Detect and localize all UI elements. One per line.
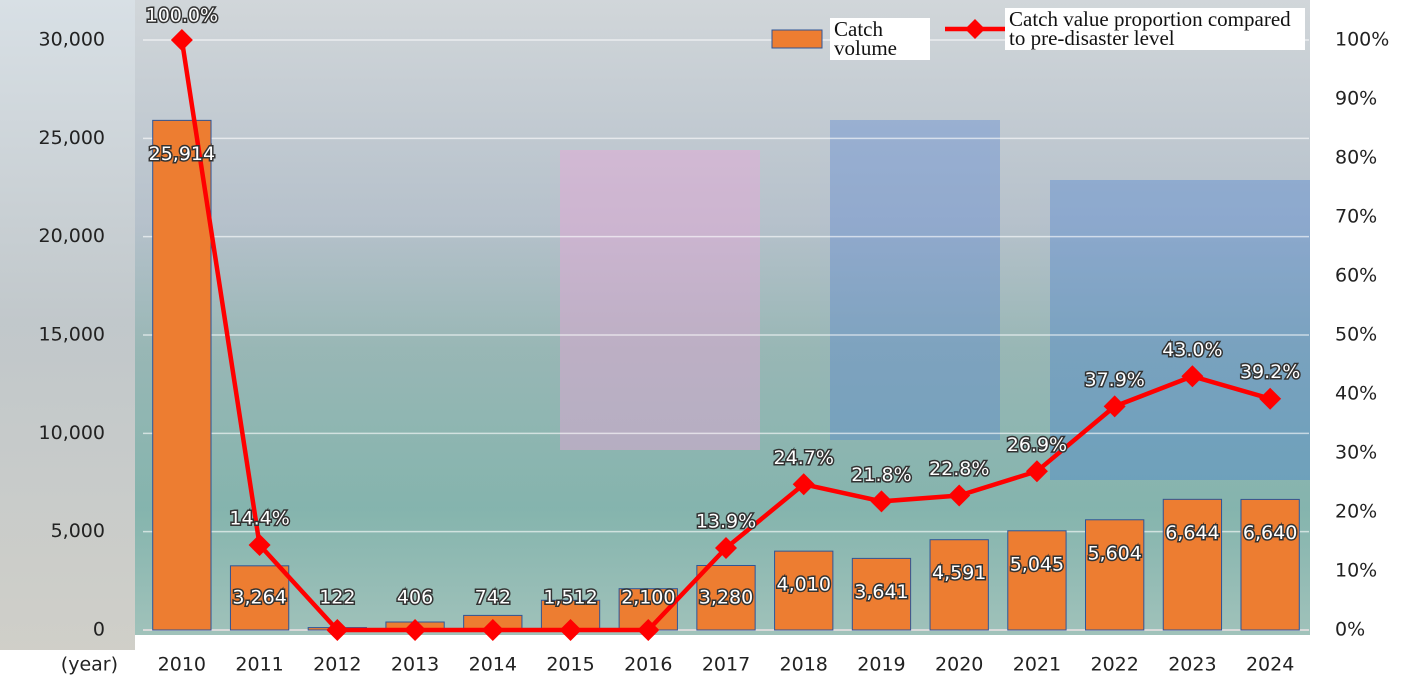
bar: [1085, 519, 1145, 631]
x-tick-label: 2023: [1168, 654, 1216, 676]
background-figure: [1050, 180, 1310, 480]
background-photo: [0, 0, 135, 650]
y2-tick-label: 30%: [1335, 442, 1377, 464]
marker: [870, 490, 893, 513]
bar: [229, 565, 290, 631]
background-figure: [560, 150, 760, 450]
legend-label: Catch value proportion compared to pre-d…: [1005, 8, 1305, 50]
data-label: 3,264: [232, 587, 286, 609]
y2-tick-label: 40%: [1335, 383, 1377, 405]
marker: [326, 619, 349, 641]
marker: [1181, 365, 1204, 388]
x-tick-label: 2020: [935, 654, 983, 676]
x-axis-label: (year): [61, 654, 118, 676]
bar: [851, 557, 912, 631]
x-tick-label: 2019: [857, 654, 905, 676]
marker: [637, 619, 660, 641]
x-tick-label: 2024: [1246, 654, 1294, 676]
data-label: 100.0%: [146, 5, 218, 27]
x-tick-label: 2013: [391, 654, 439, 676]
data-label: 21.8%: [851, 464, 911, 486]
y-tick-label: 30,000: [39, 29, 105, 51]
x-tick-label: 2014: [469, 654, 517, 676]
x-tick-label: 2012: [313, 654, 361, 676]
x-tick-label: 2016: [624, 654, 672, 676]
data-label: 26.9%: [1007, 434, 1067, 456]
y-tick-label: 5,000: [51, 520, 105, 542]
marker: [1259, 387, 1282, 410]
x-tick-label: 2015: [546, 654, 594, 676]
data-label: 2,100: [621, 587, 675, 609]
marker: [481, 619, 504, 641]
data-label: 43.0%: [1162, 339, 1222, 361]
bar: [1240, 498, 1300, 631]
bar: [152, 119, 212, 631]
data-label: 1,512: [543, 587, 597, 609]
data-label: 22.8%: [929, 458, 989, 480]
data-label: 14.4%: [229, 508, 289, 530]
marker: [404, 619, 427, 641]
legend-swatch: [965, 19, 985, 39]
y2-tick-label: 80%: [1335, 147, 1377, 169]
data-label: 3,641: [854, 581, 908, 603]
marker: [715, 536, 737, 559]
data-label: 5,604: [1087, 542, 1141, 564]
bar: [696, 564, 756, 631]
marker: [792, 473, 815, 496]
data-label: 6,644: [1165, 522, 1219, 544]
legend-swatch: [771, 29, 823, 49]
marker: [948, 484, 971, 507]
marker: [248, 534, 271, 557]
y2-tick-label: 10%: [1335, 560, 1377, 582]
bar: [1162, 498, 1223, 631]
y2-tick-label: 0%: [1335, 619, 1365, 641]
y-tick-label: 25,000: [39, 127, 105, 149]
marker: [559, 619, 582, 641]
marker: [1103, 395, 1126, 418]
y-tick-label: 15,000: [39, 324, 105, 346]
data-label: 13.9%: [696, 510, 756, 532]
data-label: 6,640: [1243, 522, 1297, 544]
y2-tick-label: 60%: [1335, 265, 1377, 287]
bar: [929, 539, 989, 631]
data-label: 24.7%: [774, 447, 834, 469]
marker: [1025, 460, 1048, 483]
data-label: 25,914: [149, 143, 215, 165]
y2-tick-label: 20%: [1335, 501, 1377, 523]
background-figure: [830, 120, 1000, 440]
bar: [774, 550, 834, 631]
data-label: 3,280: [699, 587, 753, 609]
data-label: 4,591: [932, 562, 986, 584]
x-tick-label: 2021: [1013, 654, 1061, 676]
y2-tick-label: 70%: [1335, 206, 1377, 228]
data-label: 39.2%: [1240, 361, 1300, 383]
bar: [1007, 530, 1067, 631]
data-label: 742: [475, 587, 511, 609]
data-label: 4,010: [777, 574, 831, 596]
data-label: 406: [397, 587, 433, 609]
y-tick-label: 20,000: [39, 225, 105, 247]
marker: [170, 29, 193, 51]
y2-tick-label: 50%: [1335, 324, 1377, 346]
x-tick-label: 2011: [235, 654, 283, 676]
data-label: 5,045: [1010, 553, 1064, 575]
legend-label: Catch volume: [830, 18, 930, 60]
y-tick-label: 0: [93, 619, 105, 641]
x-tick-label: 2017: [702, 654, 750, 676]
data-label: 37.9%: [1084, 369, 1144, 391]
x-tick-label: 2010: [158, 654, 206, 676]
y2-tick-label: 100%: [1335, 29, 1389, 51]
y2-tick-label: 90%: [1335, 88, 1377, 110]
data-label: 122: [319, 587, 355, 609]
y-tick-label: 10,000: [39, 422, 105, 444]
x-tick-label: 2018: [780, 654, 828, 676]
x-tick-label: 2022: [1090, 654, 1138, 676]
